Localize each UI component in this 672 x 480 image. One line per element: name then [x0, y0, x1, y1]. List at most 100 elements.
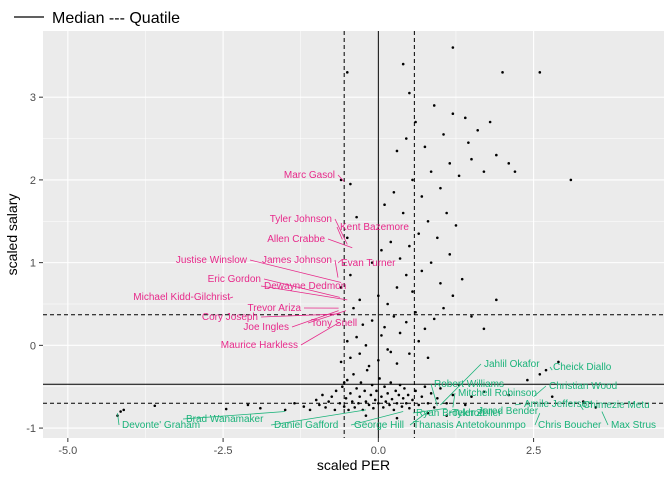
data-point	[349, 182, 352, 186]
data-point	[426, 401, 430, 405]
x-tick-label: -2.5	[214, 445, 233, 457]
data-point	[488, 120, 492, 124]
data-point	[378, 377, 381, 380]
point-label: Trevor Ariza	[247, 303, 301, 314]
data-point	[414, 310, 417, 314]
label-connector	[182, 411, 286, 420]
data-point	[395, 401, 399, 405]
data-point	[345, 378, 349, 382]
data-point	[352, 306, 355, 310]
data-point	[246, 403, 250, 407]
data-point	[538, 373, 542, 376]
y-tick-label: -1	[26, 423, 36, 435]
data-point	[361, 323, 365, 326]
data-point	[349, 392, 352, 395]
y-tick-label: 1	[30, 258, 36, 270]
label-connector	[263, 278, 340, 298]
data-point	[395, 416, 399, 420]
data-point	[367, 364, 371, 368]
data-point	[432, 104, 436, 107]
point-label: Maurice Harkless	[221, 340, 298, 351]
data-point	[302, 405, 306, 408]
data-point	[283, 408, 287, 412]
axes: -5.0 -2.5 0.0 2.5 -1 0 1 2 3	[26, 92, 541, 457]
legend: Median --- Quatile	[14, 10, 180, 27]
data-point	[439, 282, 442, 285]
data-point	[544, 368, 548, 372]
point-label: Marc Gasol	[284, 170, 335, 181]
data-point	[377, 401, 380, 405]
data-point	[383, 203, 386, 207]
data-point	[367, 403, 371, 407]
point-label: James Johnson	[262, 255, 332, 266]
data-point	[324, 406, 327, 409]
data-point	[594, 406, 597, 409]
data-point	[380, 334, 383, 337]
plot-panel	[43, 31, 664, 438]
data-point	[460, 277, 464, 281]
data-point	[538, 71, 542, 74]
data-point	[448, 162, 452, 165]
point-label: Justise Winslow	[176, 255, 248, 266]
data-point	[369, 393, 373, 397]
data-point	[349, 356, 352, 360]
data-point	[429, 392, 433, 395]
data-point	[153, 404, 157, 408]
point-label: Christian Wood	[549, 381, 617, 392]
data-point	[401, 211, 405, 215]
data-point	[445, 211, 448, 215]
data-point	[581, 400, 585, 403]
data-point	[344, 396, 348, 400]
data-point	[445, 401, 448, 405]
data-point	[408, 406, 411, 410]
point-label: Jared Bender	[478, 406, 539, 417]
data-point	[417, 232, 421, 235]
label-connector	[452, 392, 456, 408]
data-point	[382, 406, 385, 409]
data-point	[373, 398, 377, 402]
data-point	[342, 405, 346, 408]
data-point	[380, 248, 383, 252]
label-connector	[300, 321, 341, 346]
data-point	[426, 219, 430, 223]
data-point	[370, 261, 374, 264]
data-point	[404, 273, 408, 277]
reference-lines	[43, 31, 664, 438]
point-label: Robert Williams	[434, 379, 504, 390]
data-point	[394, 389, 398, 393]
data-point	[327, 400, 330, 403]
point-label: Eric Gordon	[208, 274, 261, 285]
point-label: Tony Snell	[311, 318, 357, 329]
data-point	[442, 133, 445, 136]
data-point	[338, 401, 342, 405]
data-point	[463, 403, 467, 407]
data-point	[392, 315, 396, 318]
data-point	[513, 170, 517, 173]
x-tick-label: -5.0	[58, 445, 77, 457]
data-point	[451, 294, 455, 298]
data-point	[363, 389, 366, 393]
data-point	[414, 389, 417, 393]
y-tick-label: 3	[30, 92, 36, 104]
data-point	[364, 344, 368, 347]
point-labels: Marc Gasol Tyler Johnson Kent Bazemore Alle…	[117, 170, 656, 431]
data-point	[426, 356, 430, 360]
data-point	[470, 157, 473, 161]
data-point	[365, 368, 369, 372]
data-point	[352, 373, 355, 376]
data-point	[454, 224, 458, 227]
data-point	[495, 298, 498, 302]
data-point	[339, 286, 343, 289]
point-label: Dewayne Dedmon	[264, 281, 346, 292]
data-point	[224, 407, 228, 411]
data-point	[507, 393, 511, 397]
data-point	[349, 273, 352, 277]
data-point	[364, 414, 368, 417]
point-label: Chris Boucher	[538, 420, 602, 431]
label-connector	[291, 310, 339, 328]
data-point	[482, 170, 486, 173]
data-point	[557, 360, 560, 364]
data-point	[358, 352, 362, 355]
data-point	[411, 178, 414, 182]
